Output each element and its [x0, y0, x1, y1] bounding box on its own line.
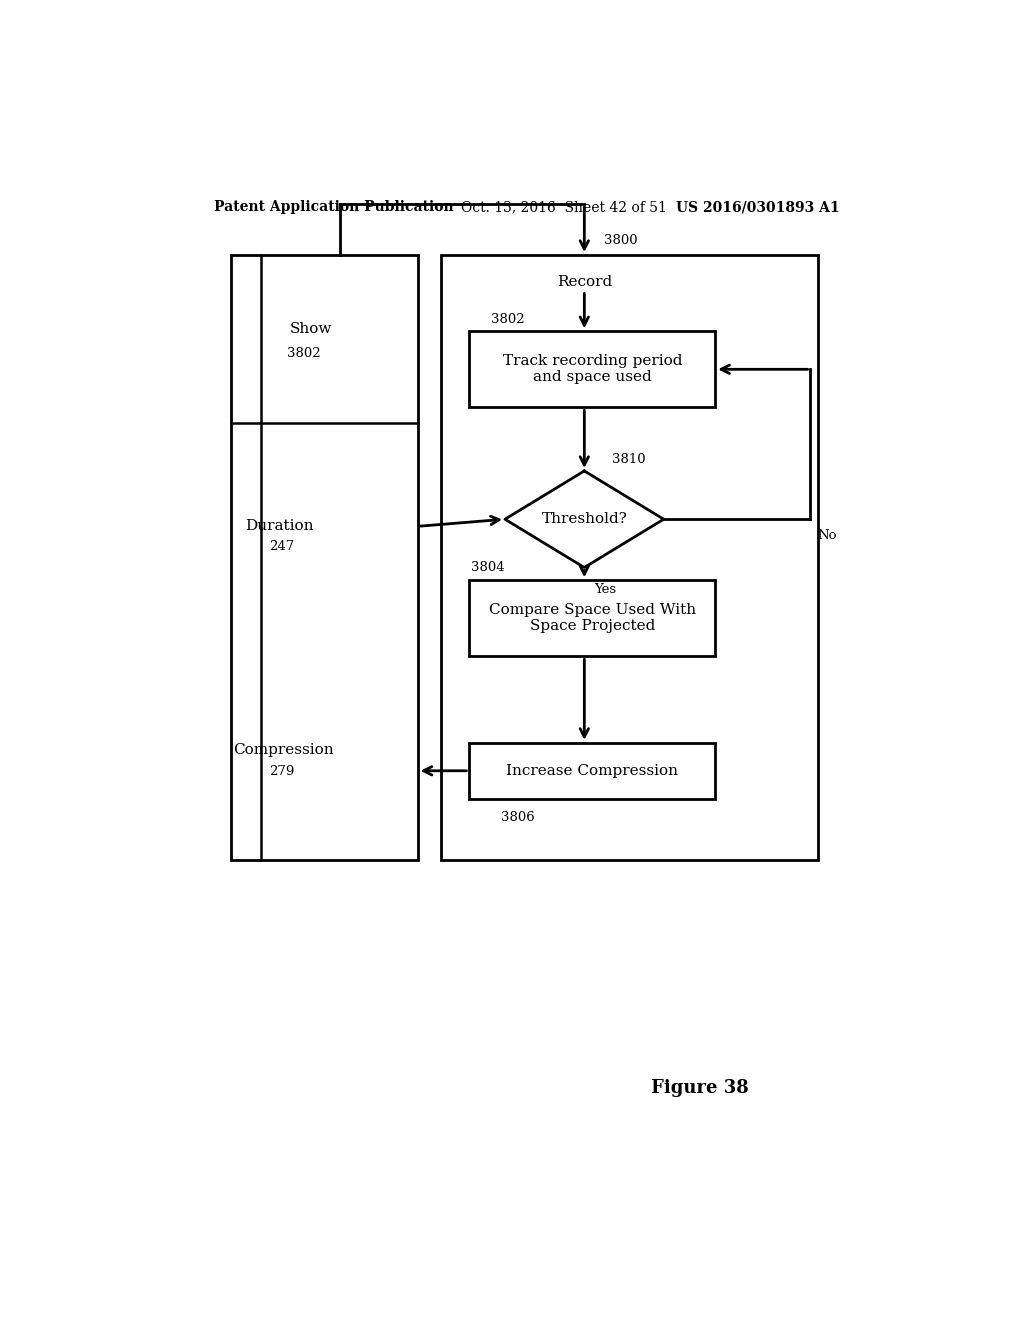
- Bar: [469, 743, 715, 799]
- Text: Track recording period
and space used: Track recording period and space used: [503, 354, 682, 384]
- Bar: [231, 255, 418, 859]
- Text: Figure 38: Figure 38: [650, 1080, 749, 1097]
- Text: Compression: Compression: [233, 743, 334, 756]
- Text: 247: 247: [269, 540, 295, 553]
- Bar: [469, 331, 715, 408]
- Text: Compare Space Used With
Space Projected: Compare Space Used With Space Projected: [488, 603, 696, 634]
- Text: Threshold?: Threshold?: [542, 512, 628, 527]
- Text: Record: Record: [557, 276, 612, 289]
- Text: 3810: 3810: [612, 453, 646, 466]
- Text: No: No: [817, 529, 837, 543]
- Text: US 2016/0301893 A1: US 2016/0301893 A1: [676, 201, 840, 214]
- Text: 3804: 3804: [471, 561, 505, 574]
- Text: 3802: 3802: [492, 313, 525, 326]
- Text: Yes: Yes: [594, 582, 616, 595]
- Text: 3800: 3800: [604, 234, 638, 247]
- Text: 279: 279: [269, 764, 295, 777]
- Text: Oct. 13, 2016  Sheet 42 of 51: Oct. 13, 2016 Sheet 42 of 51: [461, 201, 668, 214]
- Text: Show: Show: [290, 322, 332, 337]
- Text: 3802: 3802: [288, 347, 321, 360]
- Text: Increase Compression: Increase Compression: [506, 764, 678, 777]
- Bar: [469, 581, 715, 656]
- Text: Duration: Duration: [246, 519, 314, 533]
- Bar: [441, 255, 818, 859]
- Text: 3806: 3806: [501, 810, 535, 824]
- Text: Patent Application Publication: Patent Application Publication: [214, 201, 454, 214]
